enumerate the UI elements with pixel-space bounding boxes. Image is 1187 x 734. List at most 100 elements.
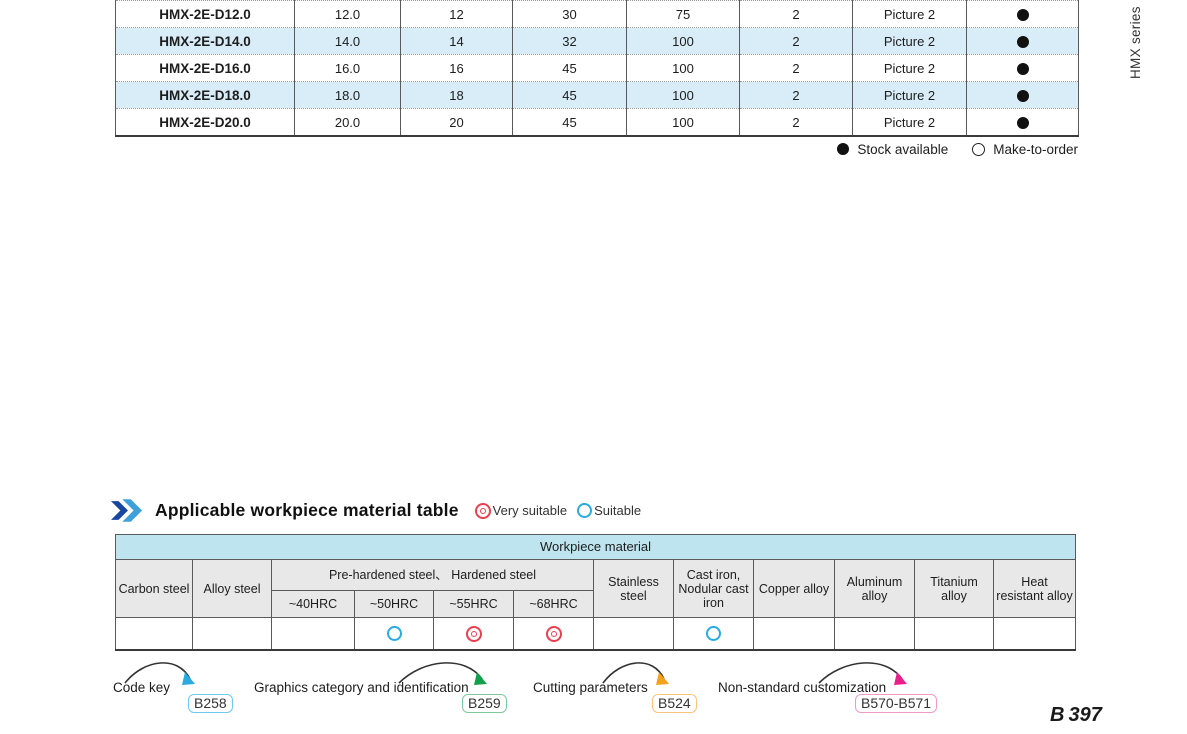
arrowhead [474,672,487,685]
col-cast-iron: Cast iron, Nodular cast iron [673,559,754,618]
stock-cell [966,27,1079,55]
mark-cell [513,617,594,651]
col-group-prehardened: Pre-hardened steel、 Hardened steel [271,559,594,591]
value-cell: 2 [739,0,853,28]
value-cell: 16.0 [294,54,401,82]
col-heat-resistant-alloy: Heat resistant alloy [993,559,1076,618]
value-cell: 75 [626,0,740,28]
col-stainless-steel: Stainless steel [593,559,674,618]
value-cell: 12.0 [294,0,401,28]
model-cell: HMX-2E-D12.0 [159,6,251,22]
value-cell: 100 [626,81,740,109]
mark-cell [271,617,355,651]
value-cell: 45 [512,108,627,136]
table-row: Carbon steel Alloy steel Pre-hardened st… [115,559,1076,618]
model-cell: HMX-2E-D20.0 [115,108,295,136]
table-row: ~40HRC ~50HRC ~55HRC ~68HRC [116,590,1076,618]
model-cell: HMX-2E-D14.0 [115,27,295,55]
value-cell: 2 [739,81,853,109]
table-row: HMX-2E-D14.0 14.0 14 32 100 2 Picture 2 [115,27,1079,55]
mark-cell [433,617,514,651]
value-cell: 2 [739,27,853,55]
stock-cell [966,108,1079,136]
col-aluminum-alloy: Aluminum alloy [834,559,915,618]
suitability-legend: Very suitable Suitable [474,502,649,519]
page-number: B 397 [1050,704,1102,727]
workpiece-table-title: Workpiece material [115,534,1076,560]
table-row: HMX-2E-D20.0 20.0 20 45 100 2 Picture 2 [115,108,1079,136]
page-number-prefix: B [1050,704,1065,726]
mark-cell [354,617,434,651]
value-cell: Picture 2 [852,0,967,28]
spec-table: HMX-2E-D12.0 12.0 12 30 75 2 Picture 2 H… [115,0,1079,137]
stock-cell [966,54,1079,82]
col-copper-alloy: Copper alloy [753,559,835,618]
value-cell: 32 [512,27,627,55]
page-ref-b258[interactable]: B258 [188,694,233,713]
value-cell: 14 [400,27,513,55]
stock-legend: Stock available Make-to-order [115,140,1078,158]
workpiece-material-table: Workpiece material Carbon steel Alloy st… [115,534,1076,651]
table-row: HMX-2E-D18.0 18.0 18 45 100 2 Picture 2 [115,81,1079,109]
model-cell: HMX-2E-D18.0 [115,81,295,109]
value-cell: Picture 2 [852,27,967,55]
value-cell: Picture 2 [852,54,967,82]
cutting-parameters-label: Cutting parameters [533,680,648,695]
stock-available-icon [1016,63,1029,76]
value-cell: 18.0 [294,81,401,109]
suitable-icon [577,503,593,518]
section-header: Applicable workpiece material table Very… [111,499,649,522]
mark-cell [115,617,193,651]
suitable-label: Suitable [594,503,642,518]
very-suitable-icon [545,625,562,642]
value-cell: 45 [512,54,627,82]
col-55hrc: ~55HRC [433,590,514,618]
graphics-category-label: Graphics category and identification [254,680,469,695]
value-cell: 30 [512,0,627,28]
mark-cell [593,617,674,651]
col-titanium-alloy: Titanium alloy [914,559,994,618]
value-cell: 45 [512,81,627,109]
stock-available-icon [1016,9,1029,22]
mark-cell [834,617,915,651]
stock-available-icon [1016,90,1029,103]
value-cell: Picture 2 [852,108,967,136]
value-cell: 2 [739,108,853,136]
arrowhead [894,672,907,685]
mark-cell [914,617,994,651]
page-ref-b524[interactable]: B524 [652,694,697,713]
value-cell: 12 [400,0,513,28]
mark-cell [192,617,272,651]
table-row: HMX-2E-D16.0 16.0 16 45 100 2 Picture 2 [115,54,1079,82]
filled-circle-icon [837,143,850,155]
value-cell: 100 [626,54,740,82]
open-circle-icon [972,142,986,156]
series-side-tab: HMX series [1128,6,1143,79]
stock-cell [966,0,1079,28]
value-cell: 14.0 [294,27,401,55]
page-ref-b259[interactable]: B259 [462,694,507,713]
col-40hrc: ~40HRC [271,590,355,618]
mark-cell [673,617,754,651]
suitable-icon [386,626,402,642]
value-cell: Picture 2 [852,81,967,109]
stock-available-label: Stock available [857,141,949,157]
value-cell: 16 [400,54,513,82]
page-ref-b570-b571[interactable]: B570-B571 [855,694,938,713]
suitability-row [115,617,1076,651]
very-suitable-icon [474,502,491,519]
col-68hrc: ~68HRC [513,590,594,618]
non-standard-customization-label: Non-standard customization [718,680,887,695]
double-chevron-icon [111,499,143,522]
value-cell: 18 [400,81,513,109]
very-suitable-label: Very suitable [492,503,568,518]
curved-arrow [398,662,487,685]
value-cell: 2 [739,54,853,82]
very-suitable-icon [465,625,482,642]
curved-arrow [602,662,669,685]
arrowhead [656,672,669,685]
value-cell: 100 [626,27,740,55]
table-row: HMX-2E-D12.0 12.0 12 30 75 2 Picture 2 [116,0,1079,28]
make-to-order-label: Make-to-order [993,141,1078,157]
arrowhead [182,672,195,685]
